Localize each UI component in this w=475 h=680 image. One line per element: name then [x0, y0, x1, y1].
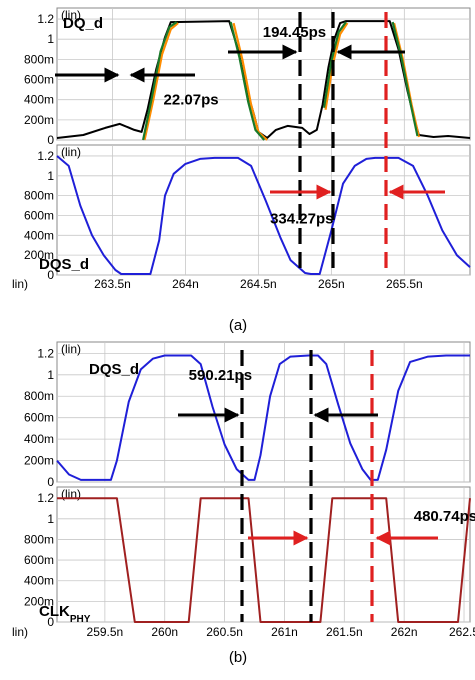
plot-frame-a-top	[56, 7, 471, 141]
figure-caption: (b)	[229, 649, 247, 666]
y-tick-label: 400m	[24, 228, 54, 242]
annotation-label: 22.07ps	[164, 92, 219, 109]
series-line	[322, 21, 347, 108]
x-tick-label: 265.5n	[386, 277, 423, 291]
y-tick-label: 0	[47, 615, 54, 629]
x-tick-label: 259.5n	[87, 625, 124, 639]
y-tick-label: 800m	[24, 52, 54, 66]
x-tick-label: 261.5n	[326, 625, 363, 639]
y-tick-label: 600m	[24, 553, 54, 567]
y-tick-label: 800m	[24, 189, 54, 203]
series-line	[232, 22, 268, 141]
y-tick-label: 400m	[24, 93, 54, 107]
axis-unit-label: (lin)	[61, 342, 81, 356]
x-tick-label: 265n	[318, 277, 345, 291]
plot-frame-a-bottom	[56, 144, 471, 276]
y-tick-label: 400m	[24, 432, 54, 446]
y-tick-label: 1	[47, 32, 54, 46]
series-line	[229, 21, 266, 141]
panel-label: DQ_d	[63, 15, 103, 32]
annotation-label: 480.74ps	[414, 508, 475, 525]
x-tick-label: 264.5n	[240, 277, 277, 291]
annotation-label: 590.21ps	[189, 367, 252, 384]
series-line	[56, 354, 470, 481]
figure-caption: (a)	[229, 317, 247, 334]
panel-label-subscript: PHY	[70, 614, 91, 625]
y-tick-label: 1.2	[37, 346, 54, 360]
y-tick-label: 1	[47, 512, 54, 526]
series-line	[143, 22, 179, 141]
x-axis-label: lin)	[12, 625, 28, 639]
series-line	[57, 497, 471, 623]
x-tick-label: 263.5n	[94, 277, 131, 291]
y-tick-label: 1	[47, 169, 54, 183]
series-line	[56, 155, 471, 275]
y-tick-label: 0	[47, 475, 54, 489]
y-tick-label: 1.2	[37, 491, 54, 505]
y-tick-label: 600m	[24, 208, 54, 222]
x-tick-label: 260.5n	[206, 625, 243, 639]
y-tick-label: 200m	[24, 594, 54, 608]
x-tick-label: 261n	[271, 625, 298, 639]
y-tick-label: 600m	[24, 73, 54, 87]
y-tick-label: 200m	[24, 454, 54, 468]
x-tick-label: 260n	[151, 625, 178, 639]
y-tick-label: 200m	[24, 248, 54, 262]
series-line	[142, 21, 178, 141]
annotation-label: 194.45ps	[263, 24, 326, 41]
y-tick-label: 0	[47, 268, 54, 282]
axis-unit-label: (lin)	[61, 8, 81, 22]
x-tick-label: 262n	[391, 625, 418, 639]
panel-label: DQS_d	[89, 361, 139, 378]
x-axis-label: lin)	[12, 277, 28, 291]
y-tick-label: 1	[47, 368, 54, 382]
y-tick-label: 800m	[24, 389, 54, 403]
series-line	[391, 21, 419, 137]
x-tick-label: 264n	[172, 277, 199, 291]
annotation-label: 334.27ps	[270, 210, 333, 227]
x-tick-label: 262.5	[449, 625, 475, 639]
y-tick-label: 600m	[24, 411, 54, 425]
axis-unit-label: (lin)	[61, 145, 81, 159]
y-tick-label: 800m	[24, 532, 54, 546]
series-line	[324, 22, 349, 110]
y-tick-label: 0	[47, 133, 54, 147]
y-tick-label: 200m	[24, 113, 54, 127]
y-tick-label: 1.2	[37, 149, 54, 163]
y-tick-label: 1.2	[37, 12, 54, 26]
y-tick-label: 400m	[24, 574, 54, 588]
panel-label: DQS_d	[39, 256, 89, 273]
